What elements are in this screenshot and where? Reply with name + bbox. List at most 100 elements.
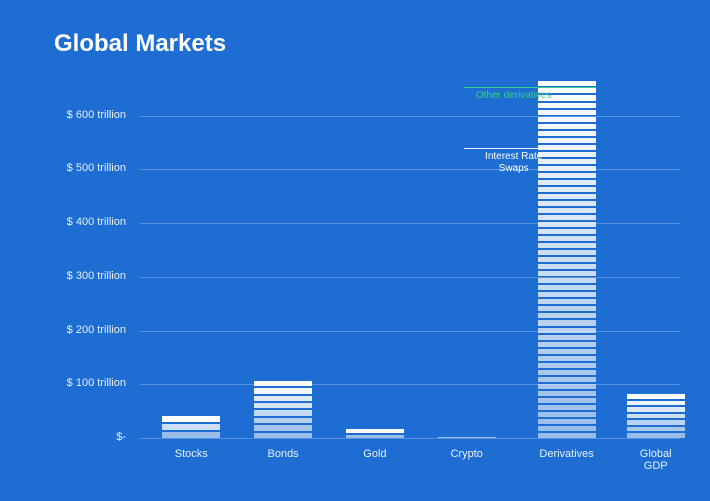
bar-segment — [538, 335, 596, 340]
bar-gold — [346, 427, 404, 438]
bar-segment — [538, 257, 596, 262]
y-axis-label: $ 400 trillion — [46, 216, 126, 228]
bar-segment — [538, 278, 596, 283]
bar-segment — [538, 370, 596, 375]
gridline — [140, 438, 680, 439]
bar-segment — [538, 208, 596, 213]
annotation-label: Other derivatives — [476, 90, 552, 102]
x-axis-label: Derivatives — [539, 448, 593, 460]
bar-segment — [538, 320, 596, 325]
bar-segment — [438, 437, 496, 438]
y-axis-label: $ 500 trillion — [46, 162, 126, 174]
bar-segment — [538, 187, 596, 192]
gridline — [140, 277, 680, 278]
x-axis-label: Crypto — [450, 448, 482, 460]
bar-segment — [254, 381, 312, 386]
bar-segment — [538, 264, 596, 269]
bar-segment — [538, 391, 596, 396]
bar-segment — [627, 401, 685, 406]
bar-segment — [627, 414, 685, 419]
bar-segment — [162, 416, 220, 422]
bar-segment — [538, 117, 596, 122]
bar-segment — [538, 412, 596, 417]
annotation-label: Interest Rate Swaps — [485, 151, 542, 175]
y-axis-label: $ 100 trillion — [46, 377, 126, 389]
bar-segment — [538, 194, 596, 199]
bar-segment — [538, 363, 596, 368]
bar-segment — [538, 243, 596, 248]
bar-segment — [538, 152, 596, 157]
x-axis-label: Global GDP — [640, 448, 672, 472]
bar-segment — [254, 425, 312, 430]
gridline — [140, 384, 680, 385]
bar-segment — [538, 166, 596, 171]
bar-bonds — [254, 379, 312, 438]
bar-stocks — [162, 414, 220, 438]
bar-segment — [538, 405, 596, 410]
gridline — [140, 223, 680, 224]
bar-derivatives — [538, 79, 596, 438]
x-axis-label: Bonds — [267, 448, 298, 460]
bar-crypto — [438, 435, 496, 438]
bar-segment — [627, 407, 685, 412]
bar-segment — [538, 285, 596, 290]
bar-segment — [538, 292, 596, 297]
bar-segment — [538, 103, 596, 108]
bar-segment — [538, 138, 596, 143]
gridline — [140, 116, 680, 117]
bar-segment — [162, 424, 220, 430]
bar-segment — [254, 388, 312, 393]
bar-segment — [538, 306, 596, 311]
bar-segment — [538, 180, 596, 185]
bar-segment — [538, 356, 596, 361]
bar-segment — [538, 398, 596, 403]
y-axis-label: $- — [46, 431, 126, 443]
bar-segment — [538, 250, 596, 255]
bar-segment — [538, 419, 596, 424]
bar-segment — [538, 433, 596, 438]
bar-segment — [538, 328, 596, 333]
bar-segment — [538, 342, 596, 347]
bar-segment — [538, 271, 596, 276]
bar-segment — [538, 159, 596, 164]
bar-segment — [538, 215, 596, 220]
bar-segment — [627, 433, 685, 438]
y-axis-label: $ 600 trillion — [46, 109, 126, 121]
bar-segment — [538, 110, 596, 115]
bar-segment — [538, 349, 596, 354]
bar-segment — [627, 427, 685, 432]
bar-segment — [538, 236, 596, 241]
bar-global-gdp — [627, 392, 685, 438]
x-axis-label: Stocks — [175, 448, 208, 460]
bar-segment — [538, 377, 596, 382]
bar-segment — [538, 426, 596, 431]
bar-segment — [254, 433, 312, 438]
x-axis-label: Gold — [363, 448, 386, 460]
bar-segment — [254, 410, 312, 415]
y-axis-label: $ 300 trillion — [46, 270, 126, 282]
bar-segment — [538, 124, 596, 129]
bar-segment — [538, 313, 596, 318]
bar-segment — [254, 396, 312, 401]
bar-segment — [254, 418, 312, 423]
annotation-line — [464, 148, 596, 149]
chart-plot-area: $-$ 100 trillion$ 200 trillion$ 300 tril… — [140, 78, 680, 438]
bar-segment — [538, 222, 596, 227]
bar-segment — [538, 229, 596, 234]
bar-segment — [538, 299, 596, 304]
gridline — [140, 169, 680, 170]
bar-segment — [627, 420, 685, 425]
bar-segment — [538, 173, 596, 178]
bar-segment — [538, 384, 596, 389]
bar-segment — [538, 201, 596, 206]
bar-segment — [346, 435, 404, 438]
y-axis-label: $ 200 trillion — [46, 324, 126, 336]
gridline — [140, 331, 680, 332]
bar-segment — [538, 131, 596, 136]
bar-segment — [346, 429, 404, 432]
bar-segment — [162, 432, 220, 438]
bar-segment — [254, 403, 312, 408]
annotation-line — [464, 87, 596, 88]
page-title: Global Markets — [54, 30, 226, 58]
bar-segment — [627, 394, 685, 399]
